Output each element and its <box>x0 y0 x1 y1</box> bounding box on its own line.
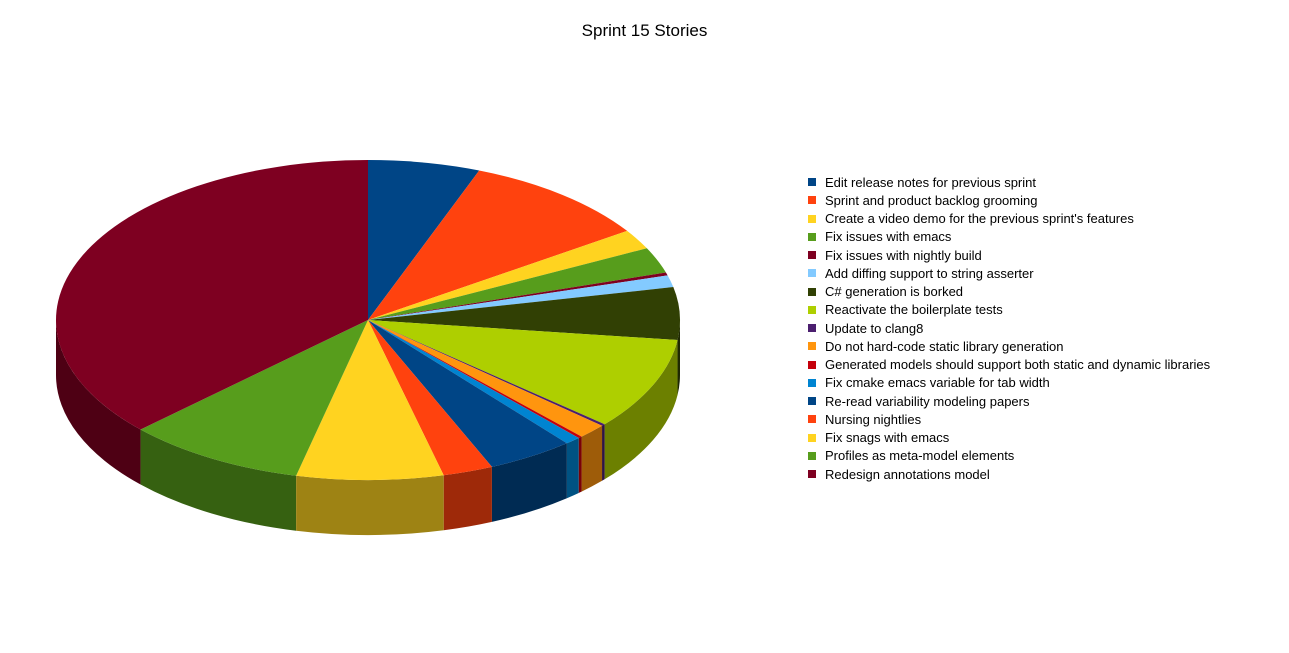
legend-label: Add diffing support to string asserter <box>825 265 1034 281</box>
legend-label: C# generation is borked <box>825 284 964 300</box>
pie-tops <box>56 160 680 481</box>
legend-label: Do not hard-code static library generati… <box>825 338 1064 354</box>
legend-swatch <box>808 269 816 278</box>
legend-swatch <box>808 305 816 314</box>
legend-swatch <box>808 214 816 223</box>
pie-side-17 <box>56 320 141 485</box>
pie-slice-17 <box>56 160 368 430</box>
legend-label: Reactivate the boilerplate tests <box>825 302 1003 318</box>
legend-item: Add diffing support to string asserter <box>808 264 1210 282</box>
legend-swatch <box>808 324 816 333</box>
pie-slice-4 <box>368 248 666 320</box>
pie-slice-2 <box>368 170 628 320</box>
pie-side-16 <box>140 429 297 531</box>
legend-item: Profiles as meta-model elements <box>808 447 1210 465</box>
legend-label: Nursing nightlies <box>825 411 922 427</box>
pie-slice-1 <box>368 160 480 320</box>
legend-swatch <box>808 251 816 260</box>
legend-label: Sprint and product backlog grooming <box>825 192 1038 208</box>
pie-side-13 <box>491 443 567 522</box>
legend-label: Redesign annotations model <box>825 466 990 482</box>
legend-swatch <box>808 196 816 205</box>
legend-item: Nursing nightlies <box>808 410 1210 428</box>
legend-item: Fix issues with nightly build <box>808 246 1210 264</box>
legend-item: Redesign annotations model <box>808 465 1210 483</box>
legend-swatch <box>808 342 816 351</box>
pie-slice-10 <box>368 320 603 437</box>
pie-slice-11 <box>368 320 582 439</box>
legend-item: Fix snags with emacs <box>808 429 1210 447</box>
pie-slice-3 <box>368 230 647 320</box>
pie-side-12 <box>566 438 579 499</box>
pie-slice-14 <box>368 320 492 476</box>
legend-swatch <box>808 415 816 424</box>
legend-swatch <box>808 433 816 442</box>
legend-item: Fix cmake emacs variable for tab width <box>808 374 1210 392</box>
legend-item: Fix issues with emacs <box>808 228 1210 246</box>
legend-label: Create a video demo for the previous spr… <box>825 211 1134 227</box>
pie-side-14 <box>443 466 492 531</box>
legend-swatch <box>808 470 816 479</box>
pie-slice-7 <box>368 287 680 341</box>
legend-label: Fix issues with nightly build <box>825 247 982 263</box>
legend-item: Do not hard-code static library generati… <box>808 337 1210 355</box>
pie-slice-16 <box>140 320 368 476</box>
legend-label: Fix snags with emacs <box>825 430 950 446</box>
legend-swatch <box>808 287 816 296</box>
legend-label: Generated models should support both sta… <box>825 357 1211 373</box>
legend-swatch <box>808 178 816 187</box>
pie-sides <box>56 320 680 535</box>
legend-label: Edit release notes for previous sprint <box>825 174 1036 190</box>
legend-label: Fix issues with emacs <box>825 229 952 245</box>
legend-item: Sprint and product backlog grooming <box>808 191 1210 209</box>
legend-swatch <box>808 397 816 406</box>
legend-swatch <box>808 378 816 387</box>
legend-item: C# generation is borked <box>808 283 1210 301</box>
pie-slice-8 <box>368 320 678 425</box>
legend-label: Update to clang8 <box>825 320 924 336</box>
legend-label: Fix cmake emacs variable for tab width <box>825 375 1050 391</box>
legend-swatch <box>808 232 816 241</box>
pie-slice-13 <box>368 320 567 467</box>
legend-item: Update to clang8 <box>808 319 1210 337</box>
pie-slice-9 <box>368 320 605 426</box>
pie-side-10 <box>581 425 603 492</box>
legend: Edit release notes for previous sprint Sp… <box>808 173 1210 483</box>
legend-label: Re-read variability modeling papers <box>825 393 1030 409</box>
legend-item: Create a video demo for the previous spr… <box>808 210 1210 228</box>
legend-item: Edit release notes for previous sprint <box>808 173 1210 191</box>
pie-side-15 <box>296 475 444 535</box>
legend-item: Generated models should support both sta… <box>808 356 1210 374</box>
pie-side-9 <box>602 424 605 481</box>
legend-item: Reactivate the boilerplate tests <box>808 301 1210 319</box>
pie-slice-5 <box>368 272 668 320</box>
pie-slice-6 <box>368 275 674 320</box>
legend-swatch <box>808 360 816 369</box>
legend-item: Re-read variability modeling papers <box>808 392 1210 410</box>
legend-swatch <box>808 451 816 460</box>
pie-slice-15 <box>296 320 444 481</box>
pie-slice-12 <box>368 320 579 444</box>
chart-title: Sprint 15 Stories <box>581 21 708 40</box>
pie-side-7 <box>677 320 680 396</box>
legend-label: Profiles as meta-model elements <box>825 448 1015 464</box>
pie-side-11 <box>578 436 582 494</box>
pie-side-8 <box>604 340 678 480</box>
